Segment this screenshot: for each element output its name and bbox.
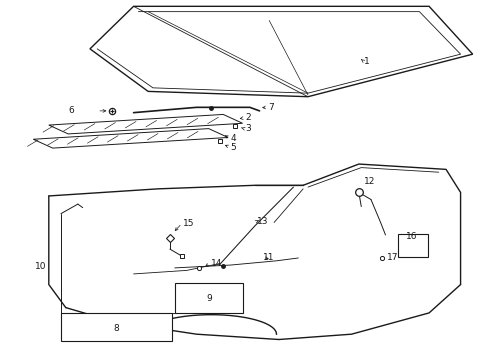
Text: 11: 11 — [264, 253, 275, 262]
Polygon shape — [49, 114, 243, 134]
Text: 13: 13 — [257, 217, 269, 226]
Polygon shape — [397, 234, 428, 257]
Text: 3: 3 — [245, 124, 251, 133]
Text: 10: 10 — [35, 262, 47, 271]
Text: 5: 5 — [230, 143, 236, 152]
Text: 4: 4 — [230, 134, 236, 143]
Polygon shape — [175, 283, 243, 313]
Text: 1: 1 — [364, 57, 369, 66]
Text: 9: 9 — [207, 294, 213, 303]
Text: 6: 6 — [68, 107, 74, 116]
Text: 17: 17 — [387, 253, 398, 262]
Text: 12: 12 — [364, 177, 375, 186]
Polygon shape — [33, 129, 228, 148]
Text: 15: 15 — [183, 219, 195, 228]
Text: 16: 16 — [406, 232, 418, 241]
Text: 2: 2 — [245, 113, 250, 122]
Text: 14: 14 — [211, 259, 222, 268]
Polygon shape — [61, 313, 172, 341]
Text: 8: 8 — [114, 324, 120, 333]
Text: 7: 7 — [268, 103, 274, 112]
Polygon shape — [90, 6, 473, 97]
